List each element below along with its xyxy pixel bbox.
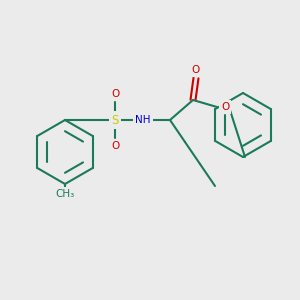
Text: O: O: [111, 141, 119, 151]
Text: NH: NH: [135, 115, 151, 125]
Text: O: O: [192, 65, 200, 75]
Text: CH₃: CH₃: [56, 189, 75, 199]
Text: O: O: [111, 89, 119, 99]
Text: S: S: [111, 113, 119, 127]
Text: O: O: [221, 102, 229, 112]
